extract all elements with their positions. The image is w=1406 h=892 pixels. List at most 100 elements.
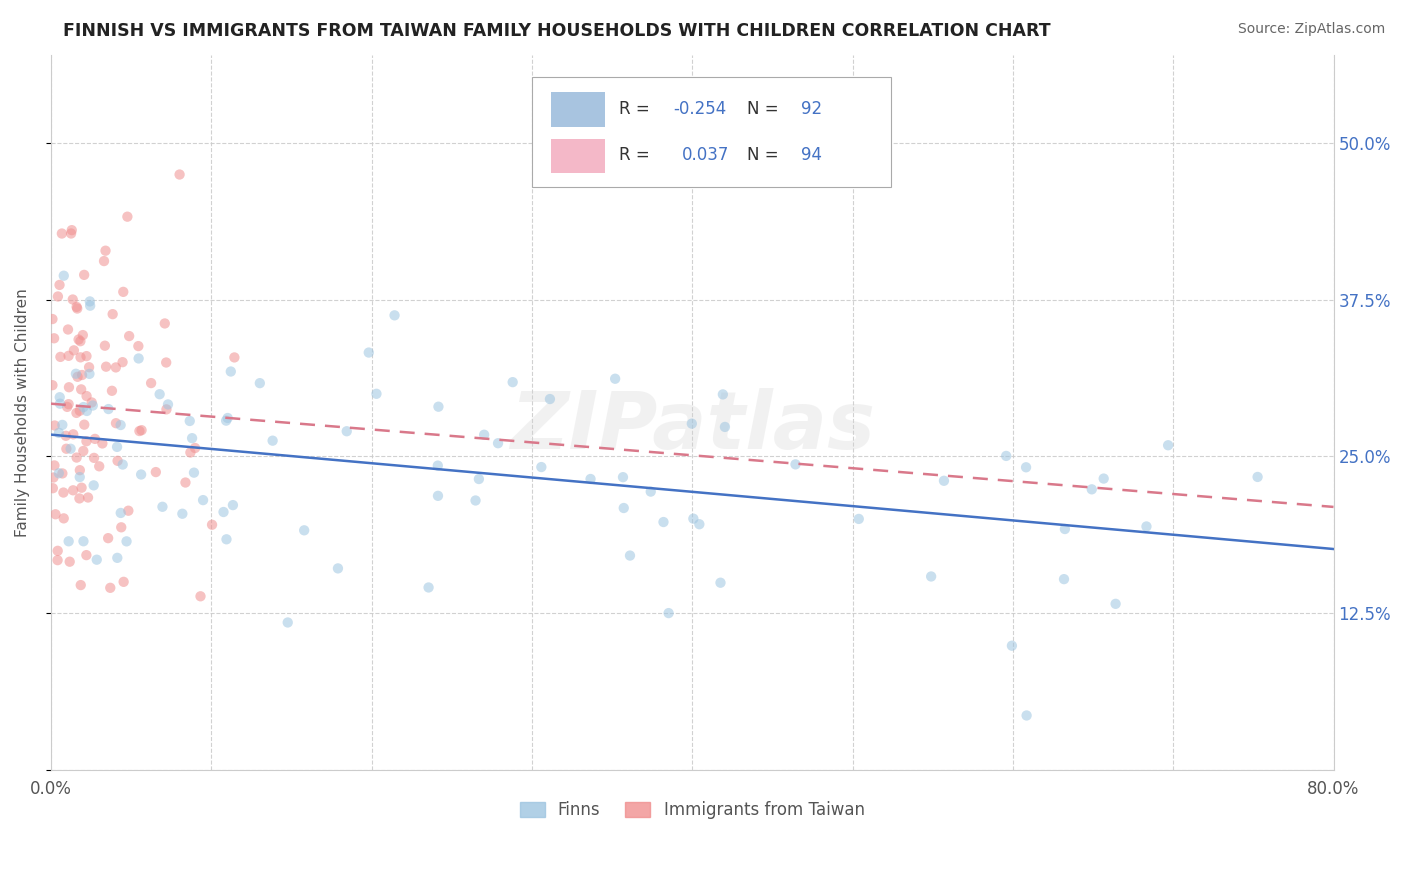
Point (1092, 472, 1115, 486)
Point (995, 449, 1018, 463)
Point (612, 470, 634, 484)
Point (156, 397, 179, 411)
Point (77, 491, 100, 505)
Point (502, 375, 524, 389)
Point (42, 470, 65, 484)
Point (139, 376, 162, 390)
Point (179, 445, 201, 459)
Point (105, 440, 128, 454)
Point (60, 223, 83, 237)
Point (128, 351, 150, 366)
Point (104, 416, 127, 430)
Point (75, 548, 97, 562)
Point (42, 481, 65, 495)
Point (80, 395, 103, 409)
Point (1053, 522, 1076, 536)
Point (49, 397, 72, 411)
Point (110, 417, 132, 432)
Point (1053, 572, 1076, 586)
Point (262, 434, 284, 448)
Point (56, 322, 79, 336)
Bar (551, 92, 605, 127)
Point (49, 350, 72, 364)
Point (58, 534, 80, 549)
Point (619, 549, 641, 563)
Text: N =: N = (748, 100, 785, 118)
Point (169, 168, 191, 182)
Point (785, 458, 807, 472)
Text: R =: R = (619, 146, 655, 164)
Point (336, 424, 359, 438)
Point (652, 515, 675, 529)
Point (427, 489, 450, 503)
Point (128, 424, 150, 438)
Point (538, 392, 561, 406)
Point (91, 436, 114, 450)
Point (1001, 639, 1024, 653)
Point (107, 454, 129, 468)
Point (201, 517, 224, 532)
Point (65, 300, 87, 314)
Point (72, 400, 94, 414)
Text: -0.254: -0.254 (673, 100, 725, 118)
Point (73, 417, 96, 432)
Point (56, 400, 79, 414)
Point (72, 534, 94, 549)
Text: N =: N = (748, 146, 785, 164)
Point (1135, 519, 1157, 533)
Point (76, 404, 98, 418)
Point (83, 478, 105, 492)
Point (58, 380, 80, 394)
Point (1246, 470, 1268, 484)
Point (79, 299, 101, 313)
Point (464, 493, 486, 508)
Point (51, 227, 73, 241)
Point (62, 427, 84, 442)
Point (427, 400, 450, 414)
Point (65, 450, 87, 465)
Point (384, 309, 406, 323)
Point (59, 555, 82, 569)
Point (76, 349, 98, 363)
Point (920, 569, 942, 583)
Point (366, 386, 388, 401)
Point (172, 507, 194, 521)
Point (46, 544, 69, 558)
Point (67, 333, 90, 347)
Point (426, 458, 449, 473)
Point (155, 402, 177, 417)
Point (86, 552, 108, 566)
Point (83, 450, 105, 465)
Point (72, 444, 94, 458)
Point (48, 277, 70, 292)
Point (1104, 597, 1126, 611)
Point (48, 390, 70, 404)
Point (58, 397, 80, 411)
Point (111, 458, 134, 472)
Point (190, 589, 212, 603)
Point (73, 268, 96, 282)
Point (486, 436, 509, 450)
Point (42, 331, 65, 345)
Point (70, 383, 93, 397)
Point (149, 387, 172, 401)
Point (681, 417, 703, 431)
Point (1157, 438, 1180, 452)
Point (52, 511, 75, 525)
Point (48, 467, 70, 481)
Point (215, 533, 238, 547)
Point (640, 484, 662, 499)
Point (101, 384, 124, 398)
Point (292, 524, 315, 538)
Bar (551, 139, 605, 173)
Point (70, 368, 93, 382)
Point (357, 345, 380, 359)
Point (105, 550, 128, 565)
Point (52, 268, 75, 283)
Point (579, 472, 602, 486)
Point (658, 606, 681, 620)
Point (69, 578, 91, 592)
Text: ZIPatlas: ZIPatlas (509, 388, 875, 466)
Point (41, 378, 63, 392)
Bar (531, 77, 891, 187)
